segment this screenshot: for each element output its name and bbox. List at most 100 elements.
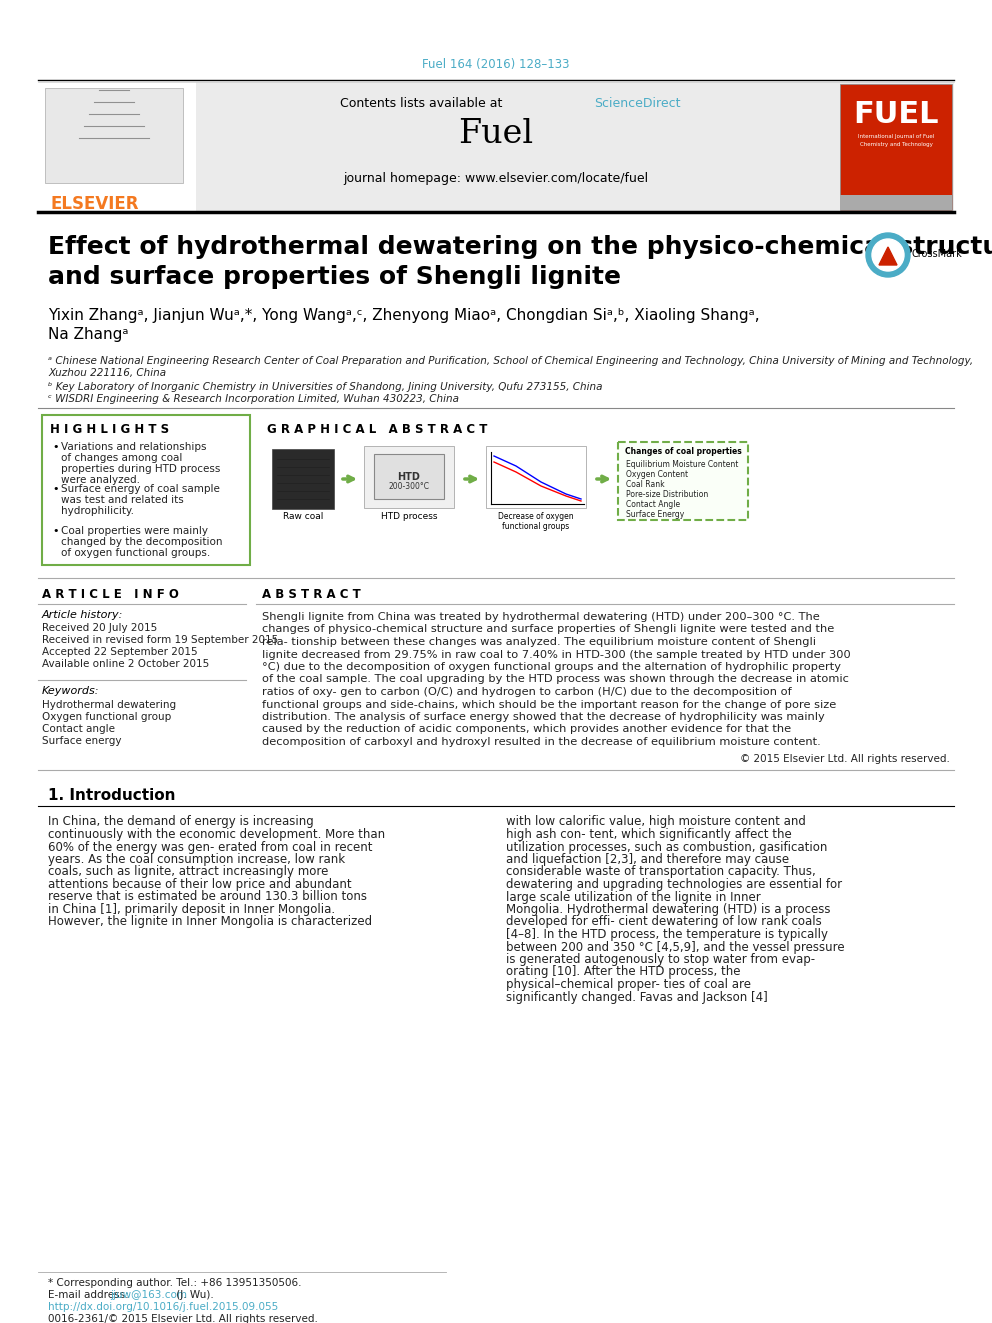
Text: •: • xyxy=(52,442,59,452)
Text: Surface Energy: Surface Energy xyxy=(626,509,684,519)
Text: http://dx.doi.org/10.1016/j.fuel.2015.09.055: http://dx.doi.org/10.1016/j.fuel.2015.09… xyxy=(48,1302,278,1312)
Text: ELSEVIER: ELSEVIER xyxy=(50,194,139,213)
Text: Surface energy of coal sample: Surface energy of coal sample xyxy=(61,484,220,493)
Text: HTD process: HTD process xyxy=(381,512,437,521)
Text: caused by the reduction of acidic components, which provides another evidence fo: caused by the reduction of acidic compon… xyxy=(262,725,792,734)
Text: Effect of hydrothermal dewatering on the physico-chemical structure: Effect of hydrothermal dewatering on the… xyxy=(48,235,992,259)
Text: Accepted 22 September 2015: Accepted 22 September 2015 xyxy=(42,647,197,658)
Bar xyxy=(618,442,748,520)
Text: jjuw@163.com: jjuw@163.com xyxy=(110,1290,187,1301)
Text: ᵇ Key Laboratory of Inorganic Chemistry in Universities of Shandong, Jining Univ: ᵇ Key Laboratory of Inorganic Chemistry … xyxy=(48,382,602,392)
Text: with low calorific value, high moisture content and: with low calorific value, high moisture … xyxy=(506,815,806,828)
Text: A R T I C L E   I N F O: A R T I C L E I N F O xyxy=(42,587,179,601)
Text: was test and related its: was test and related its xyxy=(61,495,184,505)
Text: distribution. The analysis of surface energy showed that the decrease of hydroph: distribution. The analysis of surface en… xyxy=(262,712,824,722)
Text: Raw coal: Raw coal xyxy=(283,512,323,521)
Text: 0016-2361/© 2015 Elsevier Ltd. All rights reserved.: 0016-2361/© 2015 Elsevier Ltd. All right… xyxy=(48,1314,317,1323)
Text: of changes among coal: of changes among coal xyxy=(61,452,183,463)
Text: Coal properties were mainly: Coal properties were mainly xyxy=(61,527,208,536)
Text: in China [1], primarily deposit in Inner Mongolia.: in China [1], primarily deposit in Inner… xyxy=(48,904,335,916)
Text: Contents lists available at: Contents lists available at xyxy=(340,97,506,110)
Text: dewatering and upgrading technologies are essential for: dewatering and upgrading technologies ar… xyxy=(506,878,842,890)
Bar xyxy=(38,82,954,212)
Text: G R A P H I C A L   A B S T R A C T: G R A P H I C A L A B S T R A C T xyxy=(267,423,487,437)
Text: •: • xyxy=(52,484,59,493)
Text: Decrease of oxygen
functional groups: Decrease of oxygen functional groups xyxy=(498,512,573,532)
Text: Chemistry and Technology: Chemistry and Technology xyxy=(859,142,932,147)
Text: Received in revised form 19 September 2015: Received in revised form 19 September 20… xyxy=(42,635,278,646)
Text: Oxygen functional group: Oxygen functional group xyxy=(42,712,172,722)
Text: 60% of the energy was gen- erated from coal in recent: 60% of the energy was gen- erated from c… xyxy=(48,840,373,853)
Text: Available online 2 October 2015: Available online 2 October 2015 xyxy=(42,659,209,669)
Text: ratios of oxy- gen to carbon (O/C) and hydrogen to carbon (H/C) due to the decom: ratios of oxy- gen to carbon (O/C) and h… xyxy=(262,687,792,697)
Text: considerable waste of transportation capacity. Thus,: considerable waste of transportation cap… xyxy=(506,865,815,878)
Bar xyxy=(840,194,952,210)
Text: is generated autogenously to stop water from evap-: is generated autogenously to stop water … xyxy=(506,953,815,966)
Text: between 200 and 350 °C [4,5,9], and the vessel pressure: between 200 and 350 °C [4,5,9], and the … xyxy=(506,941,844,954)
Circle shape xyxy=(866,233,910,277)
Text: years. As the coal consumption increase, low rank: years. As the coal consumption increase,… xyxy=(48,853,345,867)
Text: Variations and relationships: Variations and relationships xyxy=(61,442,206,452)
Text: 200-300°C: 200-300°C xyxy=(389,482,430,491)
Text: [4–8]. In the HTD process, the temperature is typically: [4–8]. In the HTD process, the temperatu… xyxy=(506,927,828,941)
Bar xyxy=(45,89,183,183)
Text: Na Zhangᵃ: Na Zhangᵃ xyxy=(48,327,129,343)
Text: Mongolia. Hydrothermal dewatering (HTD) is a process: Mongolia. Hydrothermal dewatering (HTD) … xyxy=(506,904,830,916)
Text: HTD: HTD xyxy=(398,472,421,482)
Text: attentions because of their low price and abundant: attentions because of their low price an… xyxy=(48,878,351,890)
Text: Contact angle: Contact angle xyxy=(42,724,115,734)
Text: ScienceDirect: ScienceDirect xyxy=(594,97,681,110)
Text: hydrophilicity.: hydrophilicity. xyxy=(61,505,134,516)
Text: utilization processes, such as combustion, gasification: utilization processes, such as combustio… xyxy=(506,840,827,853)
Text: Oxygen Content: Oxygen Content xyxy=(626,470,688,479)
Text: Coal Rank: Coal Rank xyxy=(626,480,665,490)
Text: Contact Angle: Contact Angle xyxy=(626,500,681,509)
Text: Shengli lignite from China was treated by hydrothermal dewatering (HTD) under 20: Shengli lignite from China was treated b… xyxy=(262,613,819,622)
Text: changes of physico-chemical structure and surface properties of Shengli lignite : changes of physico-chemical structure an… xyxy=(262,624,834,635)
Polygon shape xyxy=(879,247,897,265)
Text: developed for effi- cient dewatering of low rank coals: developed for effi- cient dewatering of … xyxy=(506,916,821,929)
Text: were analyzed.: were analyzed. xyxy=(61,475,140,486)
Text: Fuel: Fuel xyxy=(458,118,534,149)
Text: CrossMark: CrossMark xyxy=(912,249,963,259)
Text: large scale utilization of the lignite in Inner: large scale utilization of the lignite i… xyxy=(506,890,761,904)
Text: Fuel 164 (2016) 128–133: Fuel 164 (2016) 128–133 xyxy=(423,58,569,71)
Text: Changes of coal properties: Changes of coal properties xyxy=(625,447,741,456)
Text: A B S T R A C T: A B S T R A C T xyxy=(262,587,361,601)
Text: Equilibrium Moisture Content: Equilibrium Moisture Content xyxy=(626,460,738,468)
Text: Hydrothermal dewatering: Hydrothermal dewatering xyxy=(42,700,177,710)
Text: * Corresponding author. Tel.: +86 13951350506.: * Corresponding author. Tel.: +86 139513… xyxy=(48,1278,302,1289)
Bar xyxy=(486,446,586,508)
Text: and surface properties of Shengli lignite: and surface properties of Shengli lignit… xyxy=(48,265,621,288)
Text: high ash con- tent, which significantly affect the: high ash con- tent, which significantly … xyxy=(506,828,792,841)
Text: properties during HTD process: properties during HTD process xyxy=(61,464,220,474)
Text: Keywords:: Keywords: xyxy=(42,687,99,696)
Text: 1. Introduction: 1. Introduction xyxy=(48,787,176,803)
Text: functional groups and side-chains, which should be the important reason for the : functional groups and side-chains, which… xyxy=(262,700,836,709)
Text: significantly changed. Favas and Jackson [4]: significantly changed. Favas and Jackson… xyxy=(506,991,768,1004)
Text: continuously with the economic development. More than: continuously with the economic developme… xyxy=(48,828,385,841)
Text: ᶜ WISDRI Engineering & Research Incorporation Limited, Wuhan 430223, China: ᶜ WISDRI Engineering & Research Incorpor… xyxy=(48,394,459,404)
Text: of the coal sample. The coal upgrading by the HTD process was shown through the : of the coal sample. The coal upgrading b… xyxy=(262,675,849,684)
Text: lignite decreased from 29.75% in raw coal to 7.40% in HTD-300 (the sample treate: lignite decreased from 29.75% in raw coa… xyxy=(262,650,851,659)
Bar xyxy=(364,446,454,508)
Text: journal homepage: www.elsevier.com/locate/fuel: journal homepage: www.elsevier.com/locat… xyxy=(343,172,649,185)
Text: Surface energy: Surface energy xyxy=(42,736,121,746)
Text: International Journal of Fuel: International Journal of Fuel xyxy=(858,134,934,139)
Text: © 2015 Elsevier Ltd. All rights reserved.: © 2015 Elsevier Ltd. All rights reserved… xyxy=(740,754,950,763)
Text: of oxygen functional groups.: of oxygen functional groups. xyxy=(61,548,210,558)
Text: decomposition of carboxyl and hydroxyl resulted in the decrease of equilibrium m: decomposition of carboxyl and hydroxyl r… xyxy=(262,737,820,747)
Bar xyxy=(42,415,250,565)
Text: physical–chemical proper- ties of coal are: physical–chemical proper- ties of coal a… xyxy=(506,978,751,991)
Text: In China, the demand of energy is increasing: In China, the demand of energy is increa… xyxy=(48,815,313,828)
Text: FUEL: FUEL xyxy=(853,101,938,130)
Text: coals, such as lignite, attract increasingly more: coals, such as lignite, attract increasi… xyxy=(48,865,328,878)
Text: Pore-size Distribution: Pore-size Distribution xyxy=(626,490,708,499)
Text: rela- tionship between these changes was analyzed. The equilibrium moisture cont: rela- tionship between these changes was… xyxy=(262,636,816,647)
Text: °C) due to the decomposition of oxygen functional groups and the alternation of : °C) due to the decomposition of oxygen f… xyxy=(262,662,841,672)
Text: Yixin Zhangᵃ, Jianjun Wuᵃ,*, Yong Wangᵃ,ᶜ, Zhenyong Miaoᵃ, Chongdian Siᵃ,ᵇ, Xiao: Yixin Zhangᵃ, Jianjun Wuᵃ,*, Yong Wangᵃ,… xyxy=(48,308,760,323)
Circle shape xyxy=(872,239,904,271)
Text: E-mail address:: E-mail address: xyxy=(48,1290,132,1301)
Text: changed by the decomposition: changed by the decomposition xyxy=(61,537,222,546)
Text: •: • xyxy=(52,527,59,536)
